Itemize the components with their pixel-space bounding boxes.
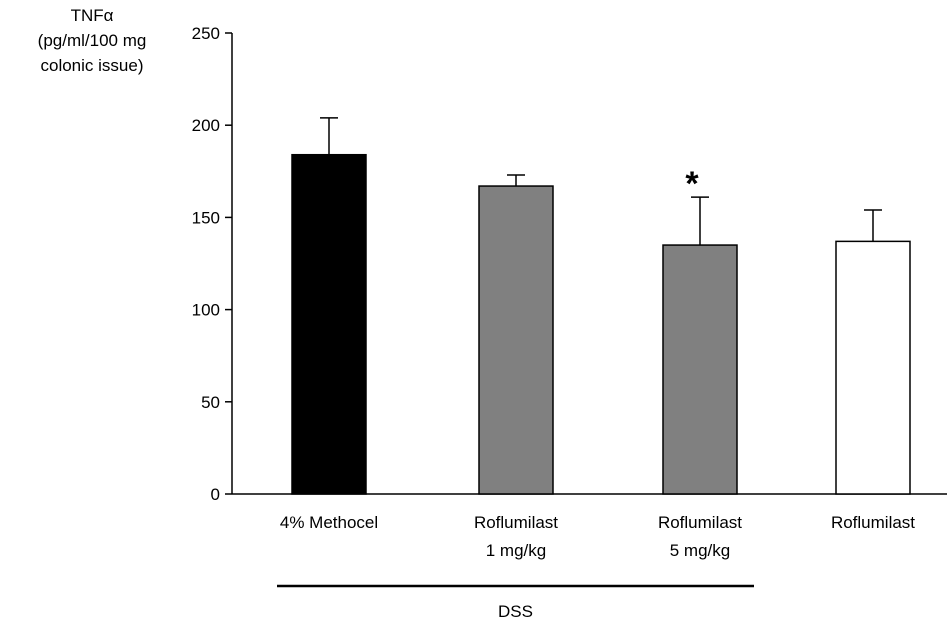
bar-2 <box>478 185 554 495</box>
category-label-1-line-1: 4% Methocel <box>280 513 378 532</box>
category-labels: 4% Methocel Roflumilast 1 mg/kg Roflumilast… <box>280 513 915 560</box>
significance-asterisk: * <box>685 165 699 203</box>
category-label-2-line-2: 1 mg/kg <box>486 541 546 560</box>
y-axis-label-line-1: TNFα <box>71 6 114 25</box>
category-label-3-line-2: 5 mg/kg <box>670 541 730 560</box>
bar-4 <box>835 240 911 495</box>
group-indicator: DSS <box>277 584 754 621</box>
bar-1 <box>291 153 367 495</box>
category-label-2-line-1: Roflumilast <box>474 513 558 532</box>
bars: * <box>291 117 911 495</box>
category-label-3-line-1: Roflumilast <box>658 513 742 532</box>
y-tick-label-50: 50 <box>201 393 220 412</box>
y-tick-label-100: 100 <box>192 301 220 320</box>
y-tick-label-250: 250 <box>192 24 220 43</box>
category-label-4-line-1: Roflumilast <box>831 513 915 532</box>
y-axis-label-line-2: (pg/ml/100 mg <box>38 31 147 50</box>
bar-3 <box>662 244 738 495</box>
y-axis-label: TNFα (pg/ml/100 mg colonic issue) <box>38 6 147 75</box>
y-tick-label-0: 0 <box>211 485 220 504</box>
y-axis-label-line-3: colonic issue) <box>41 56 144 75</box>
y-tick-label-150: 150 <box>192 208 220 227</box>
y-tick-label-200: 200 <box>192 116 220 135</box>
group-label: DSS <box>498 602 533 621</box>
